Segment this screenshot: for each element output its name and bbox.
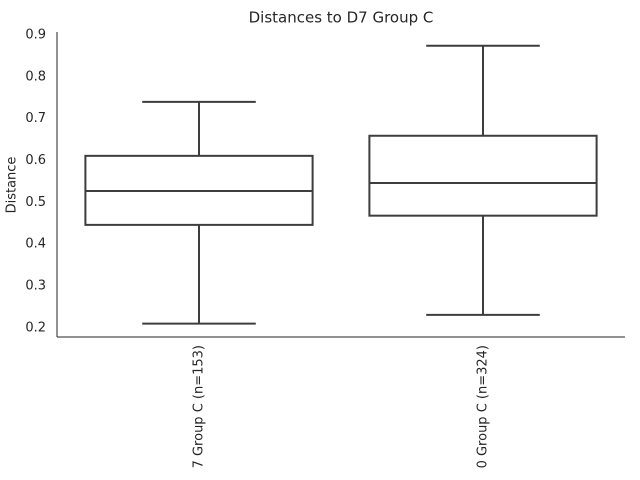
y-tick-label: 0.9 [25, 27, 46, 42]
y-tick-label: 0.8 [25, 69, 46, 84]
y-tick-label: 0.4 [25, 237, 46, 252]
y-tick-label: 0.2 [25, 320, 46, 335]
y-tick-label: 0.3 [25, 278, 46, 293]
y-axis-label: Distance [5, 157, 20, 214]
chart-title: Distances to D7 Group C [249, 9, 434, 27]
x-tick-label: 7 Group C (n=153) [192, 345, 207, 468]
y-tick-label: 0.6 [25, 153, 46, 168]
y-tick-label: 0.7 [25, 111, 46, 126]
y-tick-label: 0.5 [25, 195, 46, 210]
box [368, 134, 598, 217]
x-tick-label: 0 Group C (n=324) [476, 345, 491, 468]
